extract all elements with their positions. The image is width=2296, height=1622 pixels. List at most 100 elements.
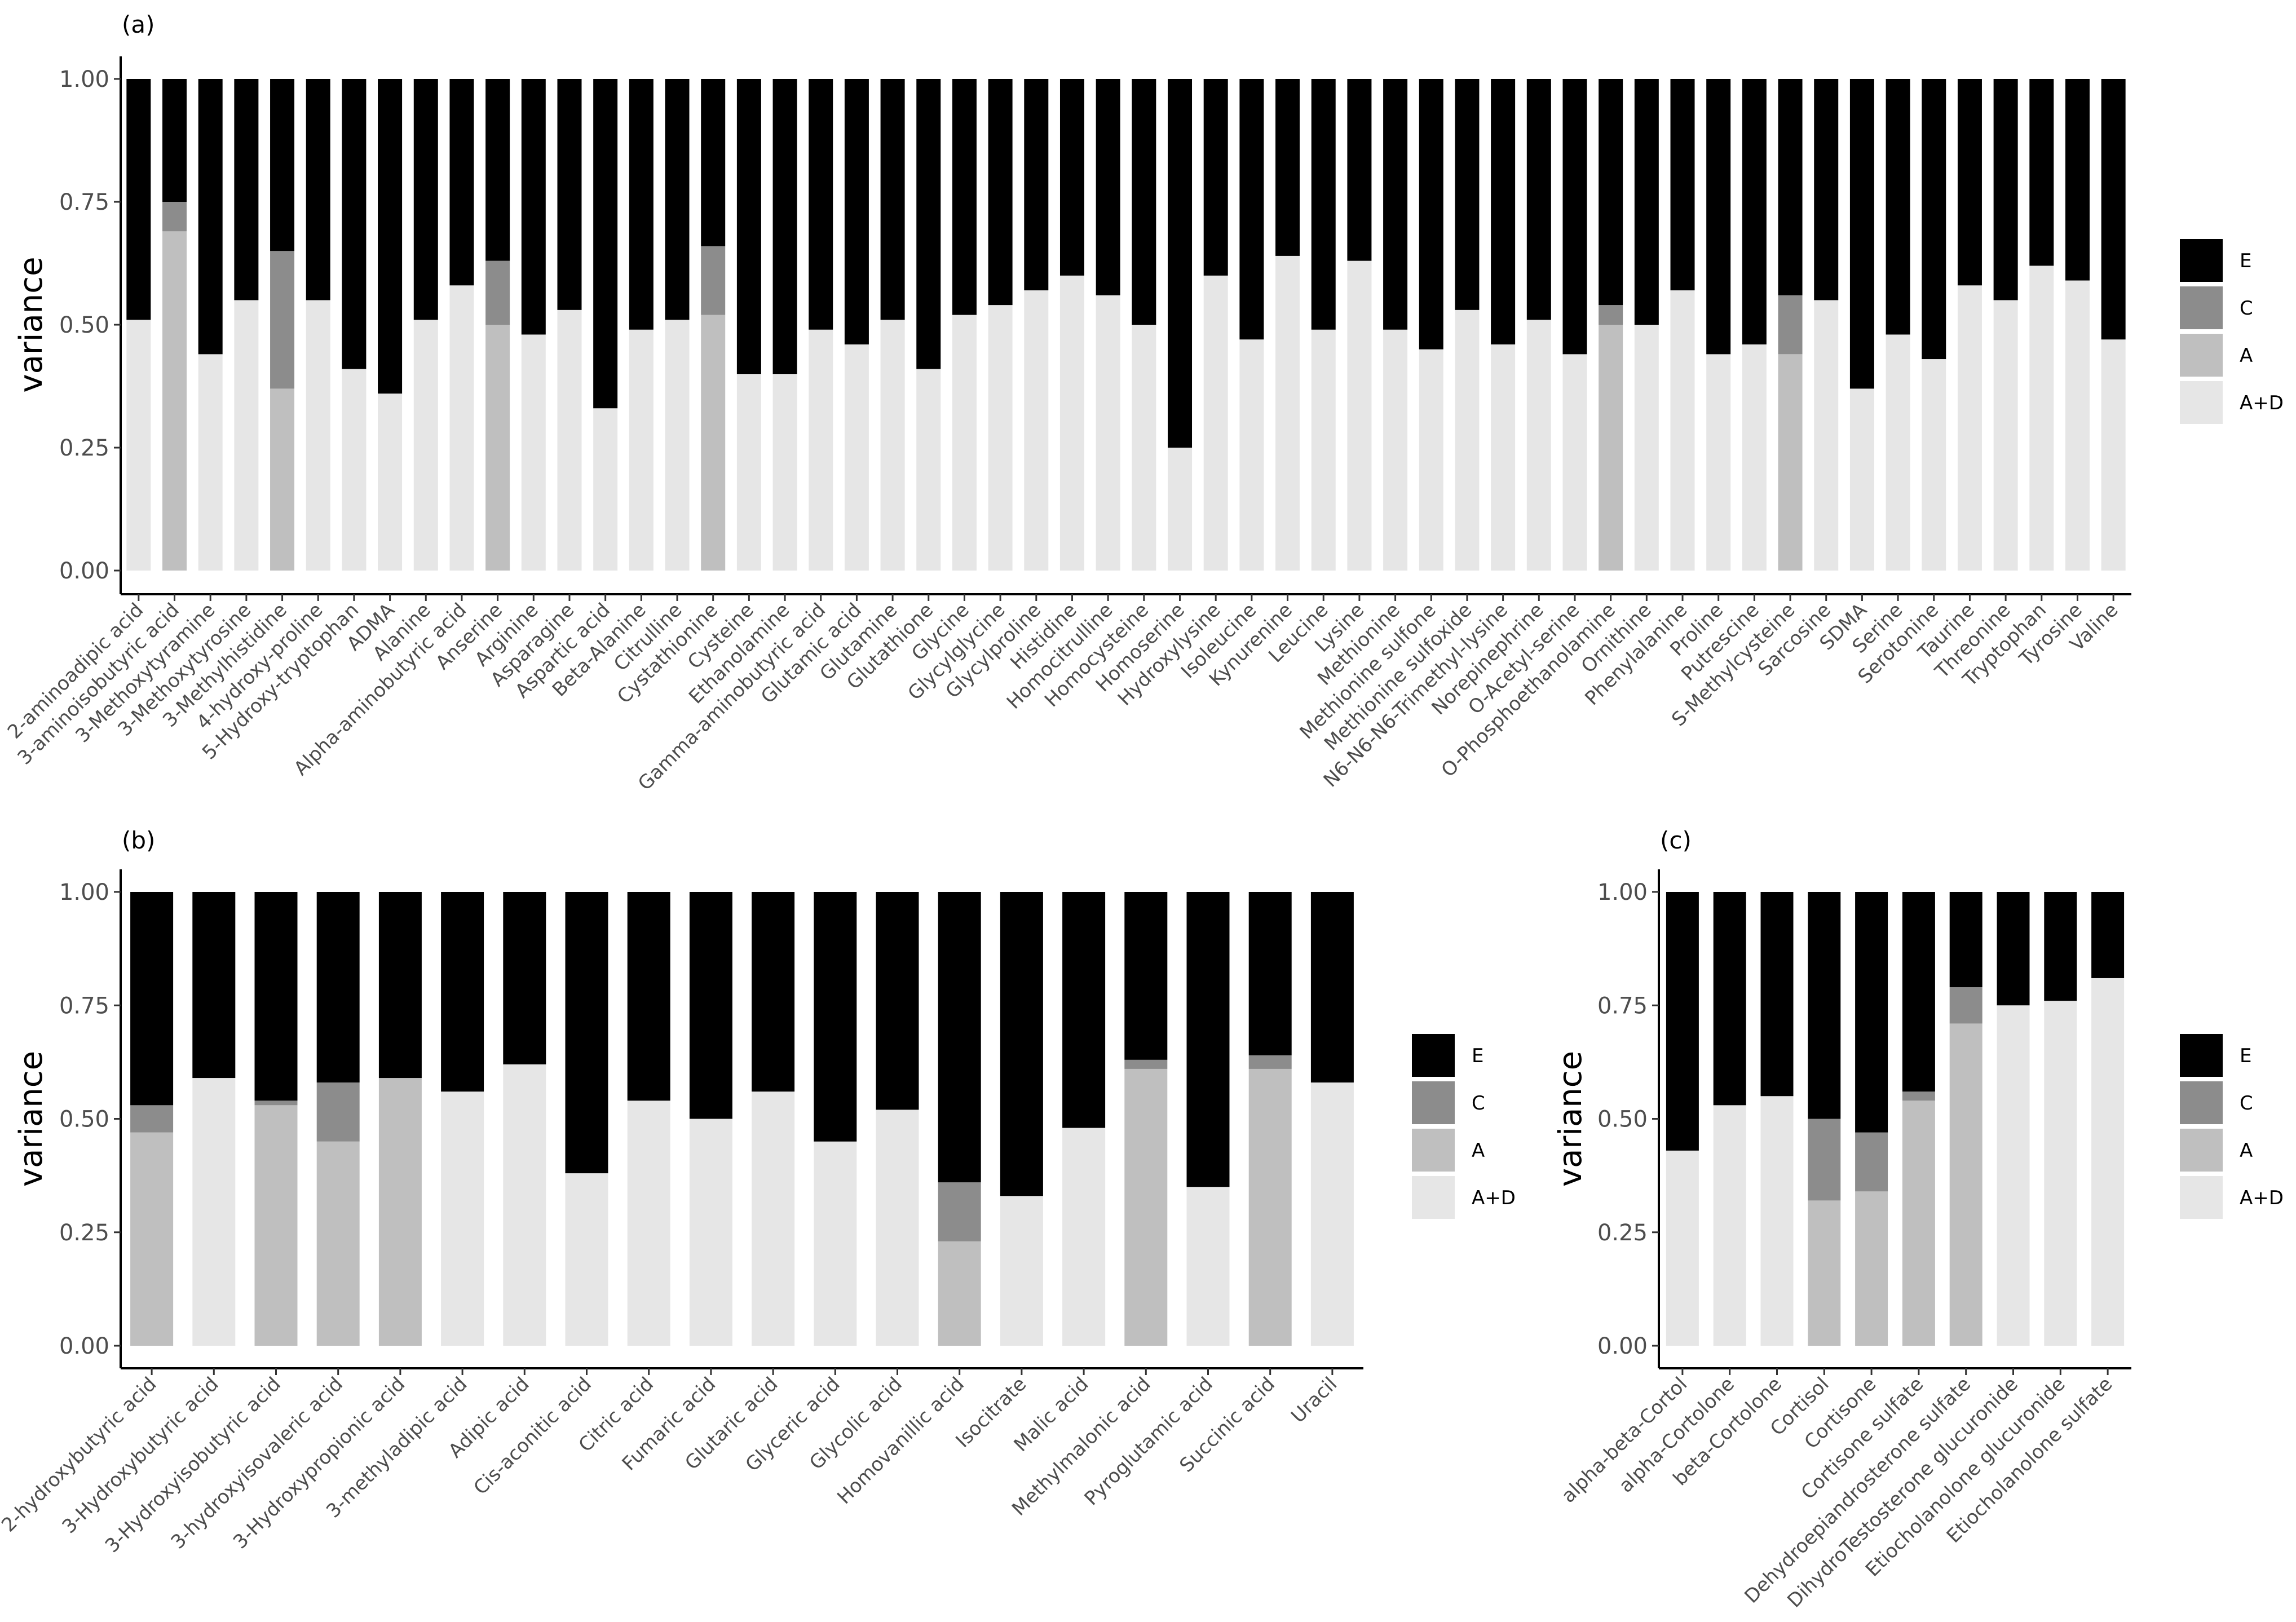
bar-segment-e	[1922, 79, 1946, 360]
bar-segment-e	[485, 79, 510, 261]
bar-malic-acid	[1062, 892, 1106, 1346]
bar-etiocholanolone-glucuronide	[2044, 892, 2077, 1346]
bar-segment-e	[844, 79, 869, 344]
bar-histidine	[1059, 79, 1084, 571]
bar-segment-e	[629, 79, 654, 330]
y-tick-label: 0.50	[59, 1107, 109, 1133]
bar-glutamic-acid	[844, 79, 869, 571]
bar-segment-e	[130, 892, 174, 1106]
bar-segment-e	[198, 79, 223, 355]
legend-swatch-e	[2180, 239, 2223, 282]
bar-segment-a-d	[1059, 275, 1084, 571]
bar-segment-a	[316, 1141, 360, 1346]
bar-segment-e	[1760, 892, 1794, 1097]
bar-dihydrotestosterone-glucuronide	[1997, 892, 2030, 1346]
bar-segment-e	[1957, 79, 1982, 286]
legend: E C A A+D	[2180, 239, 2284, 424]
bar-methylmalonic-acid	[1124, 892, 1168, 1346]
bar-segment-e	[2091, 892, 2125, 978]
bar-glyceric-acid	[814, 892, 857, 1346]
bar-segment-e	[952, 79, 977, 315]
legend-label-e: E	[2240, 1045, 2251, 1067]
bar-segment-e	[627, 892, 670, 1101]
bar-alanine	[413, 79, 438, 571]
y-axis-title: variance	[13, 1051, 50, 1187]
bar-segment-a	[1778, 354, 1803, 571]
bar-segment-c	[1902, 1091, 1935, 1101]
bar-segment-a-d	[988, 305, 1013, 571]
bar-segment-a-d	[1886, 334, 1910, 571]
bar-segment-a-d	[1562, 354, 1587, 571]
bar-segment-c	[485, 260, 510, 325]
bar-arginine	[521, 79, 546, 571]
bar-segment-e	[521, 79, 546, 335]
bar-homovanillic-acid	[938, 892, 981, 1346]
legend-label-c: C	[2240, 297, 2253, 320]
bar-segment-e	[1024, 79, 1049, 290]
bar-segment-e	[2065, 79, 2090, 281]
bar-segment-e	[378, 79, 403, 394]
bar-segment-a-d	[1168, 448, 1193, 571]
bar-segment-e	[1124, 892, 1168, 1060]
bar-sdma	[1849, 79, 1874, 571]
y-tick-label: 0.50	[59, 312, 109, 338]
bar-segment-e	[306, 79, 330, 300]
bar-segment-a-d	[1383, 329, 1408, 571]
bar-segment-a-d	[449, 285, 474, 571]
bar-segment-a-d	[198, 354, 223, 571]
bar-methionine-sulfone	[1419, 79, 1443, 571]
y-tick-label: 0.75	[59, 189, 109, 215]
bar-segment-a-d	[809, 329, 833, 571]
bar-segment-a-d	[2065, 280, 2090, 571]
bar-segment-a-d	[1957, 285, 1982, 571]
bar-segment-a-d	[378, 394, 403, 571]
bar-segment-a-d	[1760, 1096, 1794, 1346]
legend-label-e: E	[1472, 1045, 1483, 1067]
bar-segment-e	[1855, 892, 1888, 1133]
bar-gamma-aminobutyric-acid	[809, 79, 833, 571]
legend-label-a-d: A+D	[2240, 392, 2284, 414]
y-tick-label: 0.25	[1597, 1220, 1648, 1246]
panel-label: (a)	[122, 11, 155, 38]
bar-segment-e	[378, 892, 422, 1079]
bar-segment-c	[938, 1182, 981, 1241]
bar-segment-e	[1670, 79, 1695, 290]
bar-segment-a	[1949, 1023, 1982, 1346]
bar-segment-a-d	[1024, 290, 1049, 571]
bar-segment-e	[916, 79, 941, 369]
bar-homocitrulline	[1096, 79, 1120, 571]
legend-swatch-a	[1412, 1129, 1455, 1172]
bar-taurine	[1957, 79, 1982, 571]
bar-segment-e	[1062, 892, 1106, 1128]
bar-segment-a-d	[1062, 1128, 1106, 1346]
bar-3-hydroxyisobutyric-acid	[254, 892, 298, 1346]
bar-segment-e	[1808, 892, 1841, 1119]
bar-segment-c	[254, 1101, 298, 1106]
bar-segment-e	[565, 892, 608, 1174]
bar-citrulline	[665, 79, 690, 571]
y-tick-label: 0.75	[59, 993, 109, 1019]
bar-segment-a	[1808, 1200, 1841, 1346]
bar-tryptophan	[2029, 79, 2054, 571]
bar-proline	[1706, 79, 1731, 571]
bar-segment-a-d	[772, 374, 797, 571]
bar-3-methyladipic-acid	[441, 892, 484, 1346]
legend-label-a: A	[2240, 1139, 2253, 1162]
legend-swatch-e	[1412, 1034, 1455, 1077]
bar-segment-a-d	[342, 369, 367, 571]
bar-serotonine	[1922, 79, 1946, 571]
legend-label-c: C	[2240, 1092, 2253, 1115]
bar-aspartic-acid	[593, 79, 618, 571]
bar-segment-a-d	[557, 310, 582, 571]
bar-segment-a-d	[1814, 300, 1839, 571]
panel-label: (c)	[1660, 827, 1692, 854]
bar-kynurenine	[1275, 79, 1300, 571]
bar-segment-a-d	[1000, 1196, 1043, 1346]
bar-segment-a	[1855, 1191, 1888, 1346]
bar-segment-e	[557, 79, 582, 310]
bar-glutaric-acid	[752, 892, 795, 1346]
bar-segment-a-d	[627, 1101, 670, 1346]
bar-glutamine	[880, 79, 905, 571]
bar-segment-e	[1849, 79, 1874, 389]
